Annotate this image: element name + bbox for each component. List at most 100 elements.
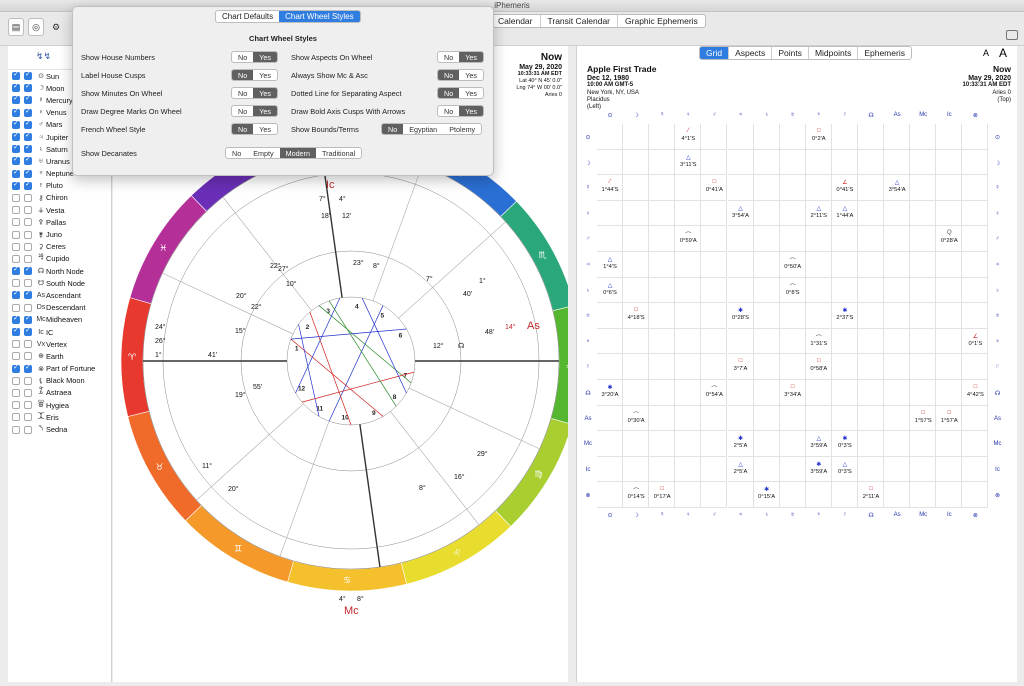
grid-cell[interactable] <box>910 226 937 252</box>
planet-row[interactable]: ♂Mars <box>8 119 111 131</box>
grid-cell[interactable] <box>962 328 989 355</box>
grid-cell[interactable] <box>936 456 963 483</box>
planet-checkbox-right[interactable] <box>24 180 32 190</box>
grid-cell[interactable] <box>962 124 989 150</box>
right-tab[interactable]: Midpoints <box>809 47 859 59</box>
grid-cell[interactable] <box>831 200 858 227</box>
grid-cell[interactable] <box>962 175 989 201</box>
grid-cell[interactable] <box>858 354 885 380</box>
planet-row[interactable]: ⚵ Juno <box>8 228 111 240</box>
grid-cell[interactable] <box>727 328 754 355</box>
planet-row[interactable]: ⯰ Eris <box>8 411 111 423</box>
grid-cell[interactable] <box>597 405 624 432</box>
grid-cell[interactable] <box>675 482 702 508</box>
planet-checkbox-left[interactable] <box>12 193 20 202</box>
grid-cell[interactable] <box>884 380 911 406</box>
grid-cell[interactable] <box>753 380 780 406</box>
grid-cell[interactable] <box>858 149 885 176</box>
grid-cell[interactable] <box>727 303 754 329</box>
grid-cell[interactable] <box>858 175 885 201</box>
grid-cell[interactable] <box>936 124 963 150</box>
grid-cell[interactable] <box>858 252 885 278</box>
grid-cell[interactable] <box>623 124 650 150</box>
option-choice[interactable]: Egyptian <box>409 125 438 134</box>
option-segmented-control[interactable]: No Yes <box>437 105 484 117</box>
option-choice[interactable]: Yes <box>253 106 277 116</box>
grid-cell[interactable] <box>649 405 676 432</box>
planet-row[interactable]: ☋ South Node <box>8 277 111 289</box>
option-choice[interactable]: Yes <box>259 71 271 80</box>
option-choice[interactable]: No <box>438 88 460 98</box>
planet-checkbox-right[interactable] <box>24 265 32 276</box>
grid-cell[interactable] <box>597 226 624 252</box>
grid-cell[interactable] <box>753 226 780 252</box>
grid-cell[interactable] <box>910 328 937 355</box>
grid-cell[interactable] <box>727 200 754 227</box>
planet-checkbox-right[interactable] <box>24 242 32 251</box>
grid-cell[interactable] <box>962 303 989 329</box>
grid-cell[interactable] <box>910 277 937 304</box>
grid-cell[interactable] <box>805 431 832 457</box>
option-choice[interactable]: Yes <box>465 71 477 80</box>
grid-cell[interactable] <box>727 277 754 304</box>
grid-cell[interactable] <box>779 405 806 432</box>
option-choice[interactable]: No <box>238 53 248 62</box>
planet-row[interactable]: ⚳ Ceres <box>8 241 111 253</box>
grid-cell[interactable] <box>936 405 963 432</box>
planet-checkbox-right[interactable] <box>24 193 32 202</box>
planet-row[interactable]: ⚷ Chiron <box>8 192 111 204</box>
grid-cell[interactable] <box>805 226 832 252</box>
grid-cell[interactable] <box>675 252 702 278</box>
option-segmented-control[interactable]: No Yes <box>231 87 278 99</box>
grid-cell[interactable] <box>936 226 963 252</box>
grid-cell[interactable] <box>727 405 754 432</box>
grid-cell[interactable] <box>675 124 702 150</box>
grid-cell[interactable] <box>936 277 963 304</box>
grid-cell[interactable] <box>649 200 676 227</box>
planet-row[interactable]: ⊙Sun <box>8 70 111 82</box>
grid-cell[interactable] <box>727 456 754 483</box>
grid-cell[interactable] <box>779 303 806 329</box>
grid-cell[interactable] <box>962 456 989 483</box>
grid-cell[interactable] <box>884 328 911 355</box>
grid-cell[interactable] <box>831 456 858 483</box>
option-segmented-control[interactable]: No Egyptian Ptolemy <box>381 123 483 135</box>
planet-checkbox-left[interactable] <box>12 230 20 239</box>
grid-cell[interactable] <box>701 149 728 176</box>
grid-cell[interactable] <box>805 149 832 176</box>
grid-cell[interactable] <box>779 354 806 380</box>
grid-cell[interactable] <box>623 226 650 252</box>
planet-row[interactable]: ⯠ Cupido <box>8 253 111 265</box>
right-tab[interactable]: Points <box>772 47 809 59</box>
planet-checkbox-right[interactable] <box>24 376 32 385</box>
grid-cell[interactable] <box>675 175 702 201</box>
sidebar-tabs[interactable]: ↯↯ <box>8 46 111 70</box>
grid-cell[interactable] <box>831 380 858 406</box>
grid-cell[interactable] <box>753 303 780 329</box>
planet-checkbox-left[interactable] <box>12 70 20 81</box>
aspect-filter-icon[interactable]: ↯↯ <box>36 51 52 61</box>
planet-checkbox-right[interactable] <box>24 131 32 142</box>
grid-cell[interactable] <box>910 252 937 278</box>
grid-cell[interactable] <box>805 200 832 227</box>
grid-cell[interactable] <box>597 124 624 150</box>
grid-cell[interactable] <box>910 303 937 329</box>
grid-cell[interactable] <box>649 124 676 150</box>
option-choice[interactable]: Modern <box>279 148 316 158</box>
grid-cell[interactable] <box>597 303 624 329</box>
grid-cell[interactable] <box>884 277 911 304</box>
planet-checkbox-right[interactable] <box>24 94 32 105</box>
planet-row[interactable]: ⚸ Black Moon <box>8 375 111 387</box>
option-segmented-control[interactable]: No Yes <box>437 51 484 63</box>
grid-cell[interactable] <box>623 482 650 508</box>
planet-checkbox-left[interactable] <box>12 376 20 385</box>
grid-cell[interactable] <box>910 482 937 508</box>
grid-cell[interactable] <box>910 354 937 380</box>
grid-cell[interactable] <box>701 252 728 278</box>
grid-cell[interactable] <box>805 482 832 508</box>
planet-row[interactable]: ⯙ Astraea <box>8 387 111 399</box>
grid-cell[interactable] <box>701 328 728 355</box>
planet-checkbox-right[interactable] <box>24 82 32 93</box>
settings-button[interactable]: ◎ <box>28 18 44 36</box>
grid-cell[interactable] <box>701 380 728 406</box>
